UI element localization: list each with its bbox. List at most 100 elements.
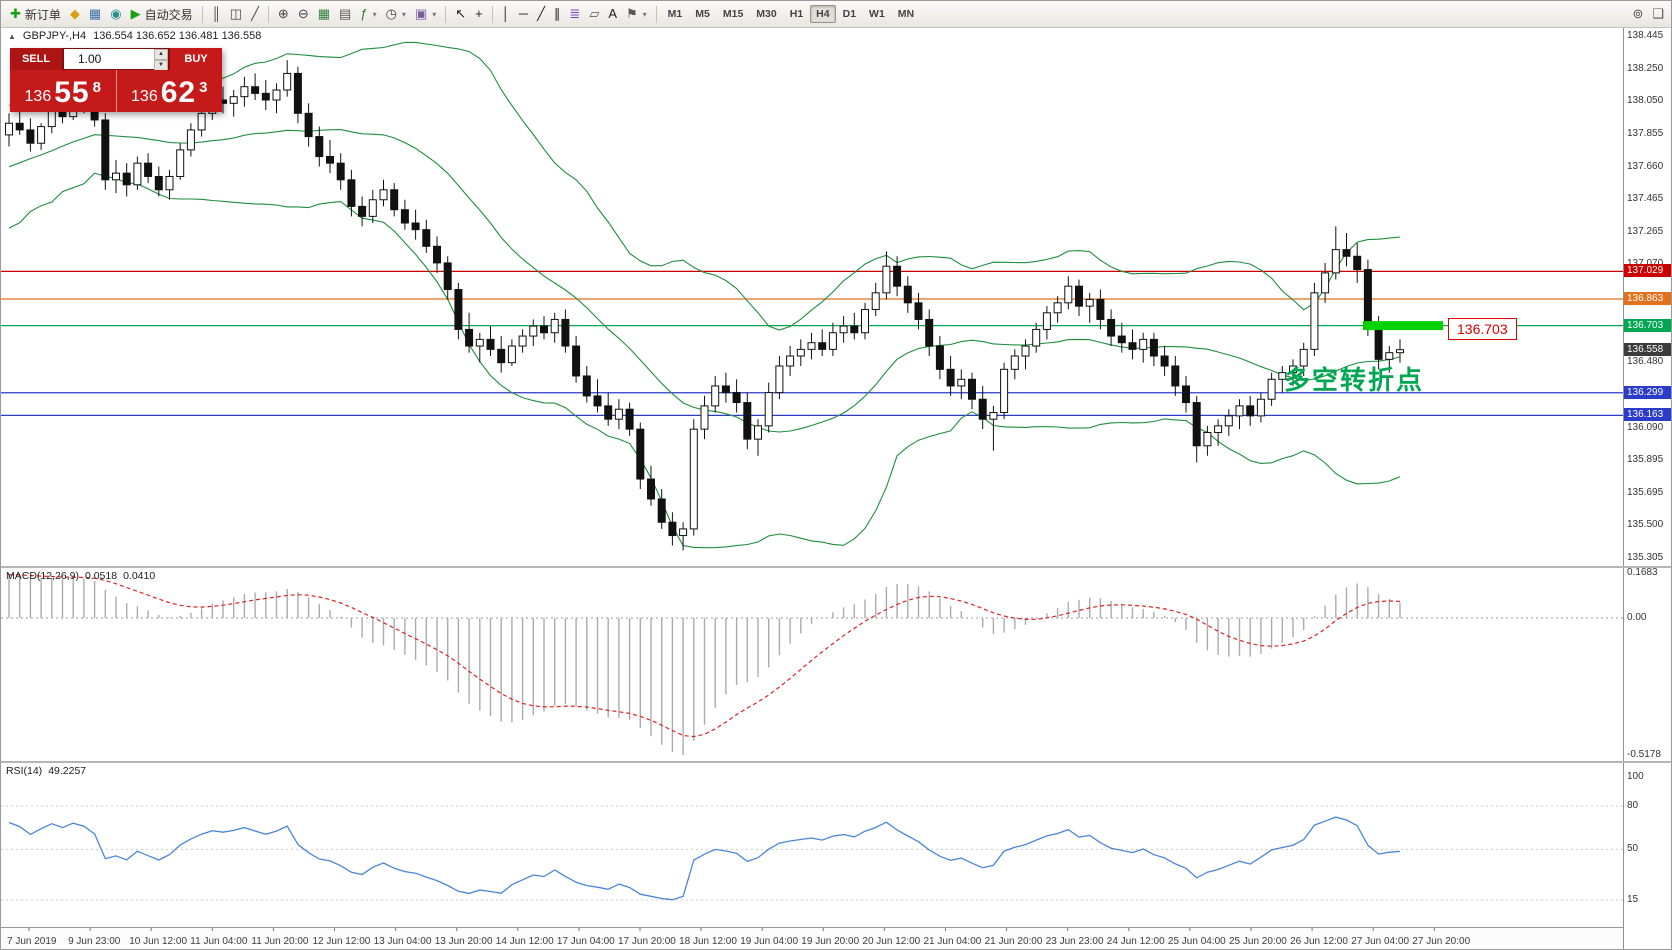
- toolbar-separator: [445, 5, 447, 23]
- rsi-name: RSI(14): [6, 765, 43, 777]
- macd-panel[interactable]: MACD(12,26,9) 0.0518 0.0410: [1, 568, 1671, 761]
- periods-icon[interactable]: ◷ ▾: [382, 4, 410, 25]
- level-price-flag[interactable]: 136.299: [1624, 385, 1671, 399]
- sell-button[interactable]: SELL: [10, 48, 62, 70]
- chat-icon[interactable]: ❑: [1648, 4, 1668, 25]
- fibonacci-icon[interactable]: ≣: [565, 4, 584, 25]
- data-window-icon: ◉: [110, 6, 122, 21]
- timeframe-m30[interactable]: M30: [750, 5, 782, 23]
- rsi-axis-label: 50: [1627, 843, 1639, 855]
- level-price-flag[interactable]: 136.863: [1624, 291, 1671, 305]
- text-icon: A: [608, 6, 617, 21]
- price-axis[interactable]: 138.445 138.250 138.050 137.855 137.660 137.4…: [1623, 28, 1671, 949]
- autotrading-button[interactable]: ▶ 自动交易: [127, 4, 197, 25]
- turning-point-annotation: 多空转折点: [1284, 366, 1425, 396]
- trendline-icon[interactable]: ╱: [533, 4, 549, 25]
- new-order-button-label: 新订单: [24, 7, 61, 22]
- price-axis-tick: 137.465: [1627, 193, 1664, 205]
- search-icon[interactable]: ⊚: [1628, 4, 1647, 25]
- sell-price-sup: 8: [92, 79, 101, 96]
- level-price-flag[interactable]: 137.029: [1624, 264, 1671, 278]
- timeframe-mn[interactable]: MN: [892, 5, 920, 23]
- timeframe-m30-label: M30: [756, 7, 777, 20]
- text-icon[interactable]: A: [604, 4, 621, 25]
- panel-divider[interactable]: [1, 566, 1671, 568]
- toolbar-separator: [267, 5, 269, 23]
- main-chart-panel[interactable]: ▲ GBPJPY-,H4 136.554 136.652 136.481 136…: [1, 28, 1671, 566]
- volume-spinbox[interactable]: 1.00 ▲ ▼: [63, 48, 169, 71]
- equidistant-channel-icon[interactable]: ∥: [550, 4, 565, 25]
- arrange-windows-icon[interactable]: ▤: [335, 4, 355, 25]
- one-click-trading-widget: SELL 1.00 ▲ ▼ BUY 136 55 8 136: [10, 48, 222, 112]
- crosshair-icon[interactable]: +: [471, 4, 487, 25]
- timeframe-d1[interactable]: D1: [837, 5, 862, 23]
- sell-price-button[interactable]: 136 55 8: [10, 70, 117, 112]
- panel-divider[interactable]: [1, 761, 1671, 763]
- volume-value: 1.00: [78, 52, 102, 66]
- zoom-in-icon[interactable]: ⊕: [274, 4, 293, 25]
- buy-button[interactable]: BUY: [170, 48, 222, 70]
- timeframe-m15[interactable]: M15: [717, 5, 749, 23]
- level-price-flag[interactable]: 136.703: [1624, 318, 1671, 332]
- price-axis-tick: 138.050: [1627, 95, 1664, 107]
- tile-windows-icon[interactable]: ▦: [314, 4, 334, 25]
- line-chart-icon: ╱: [251, 6, 259, 21]
- price-axis-tick: 136.480: [1627, 356, 1664, 368]
- new-order-button[interactable]: ✚ 新订单: [6, 4, 65, 25]
- symbol-timeframe-label: GBPJPY-,H4: [22, 30, 87, 42]
- price-axis-tick: 138.250: [1627, 62, 1664, 74]
- alerts-icon[interactable]: ◆: [66, 4, 84, 25]
- price-axis-tick: 137.265: [1627, 225, 1664, 237]
- periods-icon-caret: ▾: [401, 9, 406, 19]
- market-watch-icon[interactable]: ▦: [85, 4, 105, 25]
- data-window-icon[interactable]: ◉: [106, 4, 125, 25]
- price-axis-tick: 135.500: [1627, 519, 1664, 531]
- svg-text:23 Jun 23:00: 23 Jun 23:00: [1046, 936, 1104, 947]
- timeframe-m5-label: M5: [695, 7, 710, 20]
- level-price-flag[interactable]: 136.163: [1624, 408, 1671, 422]
- buy-price-button[interactable]: 136 62 3: [116, 70, 222, 112]
- timeframe-h4-label: H4: [816, 7, 830, 20]
- expand-arrow-icon[interactable]: ▲: [8, 31, 16, 41]
- candlestick-chart[interactable]: [1, 28, 1625, 566]
- rsi-axis-label: 100: [1627, 771, 1644, 782]
- vertical-line-icon: │: [501, 6, 510, 21]
- rsi-axis-label: 80: [1627, 799, 1639, 811]
- equidistant-channel-icon: ∥: [553, 6, 561, 21]
- rsi-panel[interactable]: RSI(14) 49.2257: [1, 763, 1671, 927]
- svg-text:7 Jun 2019: 7 Jun 2019: [7, 936, 57, 947]
- timeframe-h4[interactable]: H4: [810, 5, 836, 23]
- candlestick-chart-icon[interactable]: ◫: [226, 4, 246, 25]
- level-price-callout[interactable]: 136.703: [1448, 318, 1517, 340]
- horizontal-line-icon[interactable]: ─: [515, 4, 532, 25]
- timeframe-h1[interactable]: H1: [784, 5, 809, 23]
- timeframe-m1[interactable]: M1: [662, 5, 689, 23]
- zoom-out-icon[interactable]: ⊖: [294, 4, 313, 25]
- timeframe-m15-label: M15: [722, 7, 744, 20]
- svg-text:21 Jun 04:00: 21 Jun 04:00: [924, 936, 982, 947]
- line-chart-icon[interactable]: ╱: [247, 4, 263, 25]
- buy-price-prefix: 136: [131, 88, 158, 105]
- macd-axis-max: 0.1683: [1627, 567, 1658, 578]
- timeframe-m5[interactable]: M5: [689, 5, 716, 23]
- shapes-icon[interactable]: ▱: [585, 4, 603, 25]
- cursor-icon[interactable]: ↖: [451, 4, 470, 25]
- indicators-icon[interactable]: ƒ ▾: [356, 4, 380, 25]
- cursor-icon: ↖: [455, 6, 467, 21]
- bar-chart-icon[interactable]: ║: [208, 4, 225, 25]
- vertical-line-icon[interactable]: │: [498, 4, 514, 25]
- svg-text:19 Jun 04:00: 19 Jun 04:00: [740, 936, 798, 947]
- templates-icon[interactable]: ▣ ▾: [411, 4, 440, 25]
- volume-increase-button[interactable]: ▲: [154, 49, 168, 60]
- indicators-icon: ƒ: [360, 6, 368, 21]
- sell-price-big: 55: [54, 76, 90, 109]
- time-axis[interactable]: 7 Jun 2019 9 Jun 23:00 10 Jun 12:00 11 Jun …: [1, 927, 1671, 949]
- arrow-object-icon-caret: ▾: [642, 9, 647, 19]
- fibonacci-icon: ≣: [569, 6, 581, 21]
- svg-text:24 Jun 12:00: 24 Jun 12:00: [1107, 936, 1165, 947]
- macd-chart: [1, 573, 1625, 756]
- macd-axis-min: -0.5178: [1627, 749, 1661, 760]
- timeframe-d1-label: D1: [842, 7, 857, 20]
- arrow-object-icon[interactable]: ⚑ ▾: [622, 4, 651, 25]
- timeframe-w1[interactable]: W1: [863, 5, 891, 23]
